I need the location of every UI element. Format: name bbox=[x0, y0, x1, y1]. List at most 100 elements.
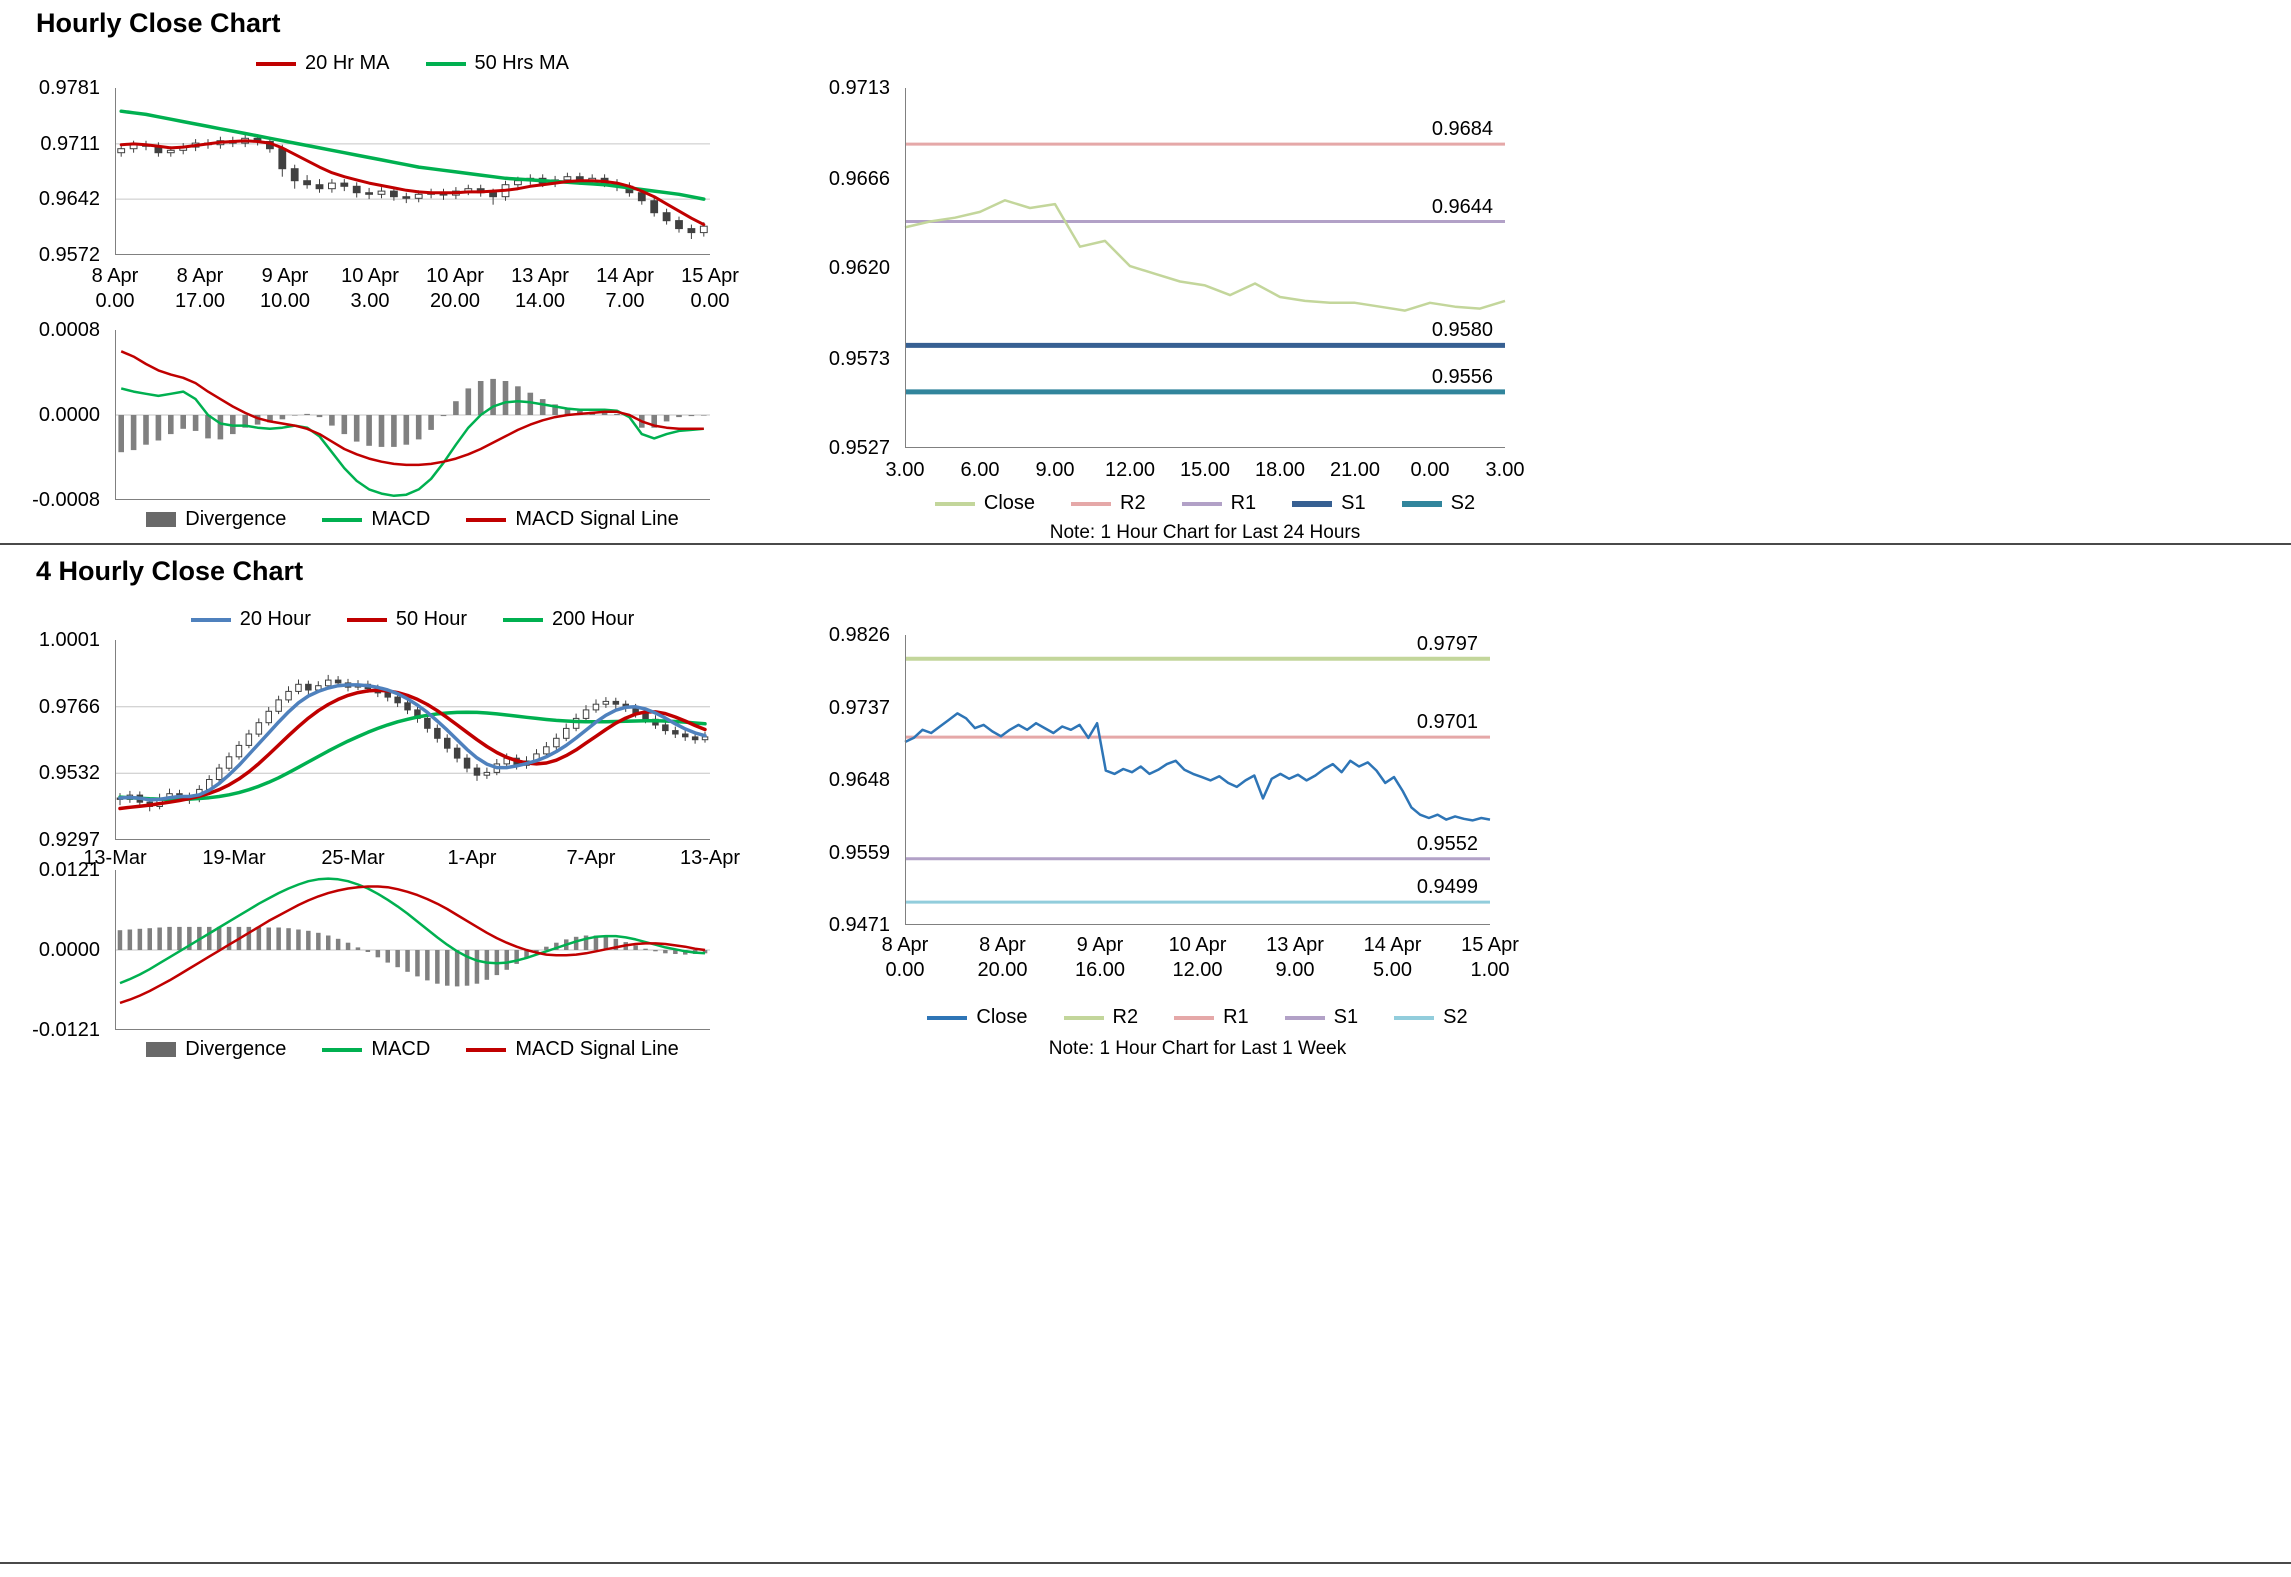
four-hourly-pivot-legend: Close R2 R1 S1 S2 bbox=[905, 1006, 1490, 1029]
200-hour-swatch-icon bbox=[503, 617, 544, 622]
legend-item-macd: MACD bbox=[322, 1038, 430, 1061]
x-axis-tick-label: 9.00 bbox=[1035, 459, 1075, 481]
divergence-swatch-icon bbox=[146, 1042, 177, 1057]
four-hourly-macd-y-axis-labels: 0.0121 0.0000 -0.0121 bbox=[18, 859, 108, 1041]
section-divider bbox=[0, 543, 2291, 545]
50-hrs-ma-swatch-icon bbox=[425, 61, 466, 66]
y-axis-tick-label: 0.0000 bbox=[38, 404, 100, 426]
legend-item-r1: R1 bbox=[1174, 1006, 1249, 1029]
y-axis-tick-label: 0.9572 bbox=[38, 244, 100, 266]
y-axis-tick-label: 0.9737 bbox=[828, 696, 890, 719]
legend-label: S1 bbox=[1341, 492, 1366, 514]
x-axis-tick-label: 19-Mar bbox=[202, 847, 266, 869]
legend-label: Divergence bbox=[185, 1038, 287, 1060]
hourly-macd-chart bbox=[115, 330, 710, 500]
y-axis-tick-label: 0.9573 bbox=[828, 347, 890, 370]
legend-item-200-hour: 200 Hour bbox=[503, 608, 634, 631]
x-axis-tick-label: 3.00 bbox=[1485, 459, 1525, 481]
hourly-pivot-y-axis-labels: 0.9713 0.9666 0.9620 0.9573 0.9527 bbox=[808, 77, 898, 459]
r2-swatch-icon bbox=[1063, 1015, 1104, 1020]
four-hourly-price-legend: 20 Hour 50 Hour 200 Hour bbox=[115, 608, 710, 631]
y-axis-tick-label: 0.9642 bbox=[38, 188, 100, 211]
hourly-macd-y-axis-labels: 0.0008 0.0000 -0.0008 bbox=[18, 319, 108, 511]
y-axis-tick-label: 0.9711 bbox=[40, 132, 100, 155]
hourly-price-legend: 20 Hr MA 50 Hrs MA bbox=[115, 52, 710, 75]
y-axis-tick-label: 0.9781 bbox=[38, 77, 100, 99]
y-axis-tick-label: 0.9713 bbox=[828, 77, 890, 99]
legend-item-close: Close bbox=[927, 1006, 1028, 1029]
legend-item-macd-signal-line: MACD Signal Line bbox=[466, 1038, 679, 1061]
x-axis-tick-label: 7-Apr bbox=[566, 847, 616, 869]
legend-item-50-hour: 50 Hour bbox=[346, 608, 467, 631]
y-axis-tick-label: 0.9527 bbox=[828, 437, 890, 459]
hourly-pivot-legend: Close R2 R1 S1 S2 bbox=[905, 492, 1505, 515]
hourly-section-title: Hourly Close Chart bbox=[36, 8, 281, 38]
legend-label: MACD bbox=[371, 508, 431, 530]
20-hr-ma-swatch-icon bbox=[256, 61, 297, 66]
y-axis-tick-label: 0.9532 bbox=[38, 762, 100, 785]
x-axis-tick-label: 8 Apr 0.00 bbox=[881, 934, 929, 981]
x-axis-tick-label: 13 Apr 9.00 bbox=[1266, 934, 1324, 981]
legend-label: S2 bbox=[1450, 492, 1476, 514]
legend-item-20-hr-ma: 20 Hr MA bbox=[256, 52, 390, 75]
y-axis-tick-label: 0.9766 bbox=[38, 695, 100, 718]
bottom-divider bbox=[0, 1562, 2291, 1564]
s2-swatch-icon bbox=[1401, 500, 1442, 507]
macd-swatch-icon bbox=[322, 1047, 363, 1052]
s1-swatch-icon bbox=[1292, 500, 1333, 507]
four-hourly-macd-chart bbox=[115, 870, 710, 1030]
four-hourly-macd-legend: Divergence MACD MACD Signal Line bbox=[115, 1038, 710, 1061]
four-hourly-candlestick-chart bbox=[115, 640, 710, 840]
legend-item-macd-signal-line: MACD Signal Line bbox=[466, 508, 679, 531]
y-axis-tick-label: 0.0008 bbox=[38, 319, 100, 341]
legend-label: R1 bbox=[1223, 1006, 1249, 1028]
legend-item-r2: R2 bbox=[1063, 1006, 1139, 1029]
divergence-swatch-icon bbox=[146, 512, 177, 527]
x-axis-tick-label: 10 Apr 12.00 bbox=[1168, 934, 1227, 981]
legend-item-50-hrs-ma: 50 Hrs MA bbox=[425, 52, 569, 75]
x-axis-tick-label: 21.00 bbox=[1329, 459, 1381, 481]
y-axis-tick-label: 0.9648 bbox=[828, 769, 890, 792]
legend-item-macd: MACD bbox=[322, 508, 430, 531]
x-axis-tick-label: 0.00 bbox=[1410, 459, 1450, 481]
x-axis-tick-label: 13-Mar bbox=[83, 847, 147, 869]
y-axis-tick-label: -0.0121 bbox=[32, 1019, 100, 1041]
r1-swatch-icon bbox=[1174, 1015, 1215, 1020]
y-axis-tick-label: 0.0121 bbox=[38, 859, 100, 881]
y-axis-tick-label: 0.9620 bbox=[828, 257, 890, 279]
four-hourly-pivot-y-axis-labels: 0.9826 0.9737 0.9648 0.9559 0.9471 bbox=[808, 624, 898, 936]
legend-label: MACD bbox=[371, 1038, 431, 1060]
legend-label: Close bbox=[983, 492, 1036, 514]
legend-item-s1: S1 bbox=[1292, 492, 1366, 515]
close-swatch-icon bbox=[927, 1015, 968, 1020]
four-hourly-pivot-chart bbox=[904, 635, 1491, 925]
y-axis-tick-label: 0.9297 bbox=[38, 829, 100, 851]
legend-item-20-hour: 20 Hour bbox=[190, 608, 311, 631]
hourly-price-y-axis-labels: 0.9781 0.9711 0.9642 0.9572 bbox=[18, 77, 108, 266]
y-axis-tick-label: -0.0008 bbox=[32, 489, 100, 511]
x-axis-tick-label: 25-Mar bbox=[321, 847, 385, 869]
y-axis-tick-label: 0.0000 bbox=[38, 939, 100, 961]
x-axis-tick-label: 10 Apr 20.00 bbox=[426, 265, 484, 312]
legend-label: S2 bbox=[1443, 1006, 1468, 1028]
r1-swatch-icon bbox=[1181, 501, 1222, 506]
r2-swatch-icon bbox=[1071, 501, 1112, 506]
legend-label: R1 bbox=[1230, 492, 1257, 514]
x-axis-tick-label: 8 Apr 17.00 bbox=[174, 265, 226, 312]
legend-label: Close bbox=[976, 1006, 1028, 1028]
y-axis-tick-label: 0.9666 bbox=[828, 167, 890, 190]
y-axis-tick-label: 1.0001 bbox=[38, 629, 100, 651]
s1-swatch-icon bbox=[1284, 1015, 1325, 1020]
hourly-macd-legend: Divergence MACD MACD Signal Line bbox=[115, 508, 710, 531]
x-axis-tick-label: 13-Apr bbox=[679, 847, 741, 869]
legend-label: R2 bbox=[1112, 1006, 1139, 1028]
legend-item-close: Close bbox=[934, 492, 1036, 515]
x-axis-tick-label: 1-Apr bbox=[447, 847, 497, 869]
x-axis-tick-label: 13 Apr 14.00 bbox=[511, 265, 569, 312]
x-axis-tick-label: 9 Apr 10.00 bbox=[259, 265, 311, 312]
macd-signal-line-swatch-icon bbox=[466, 1047, 507, 1052]
hourly-close-candlestick-chart bbox=[115, 88, 710, 255]
legend-label: MACD Signal Line bbox=[515, 508, 679, 530]
x-axis-tick-label: 14 Apr 7.00 bbox=[596, 265, 654, 312]
legend-label: 20 Hr MA bbox=[305, 52, 390, 74]
